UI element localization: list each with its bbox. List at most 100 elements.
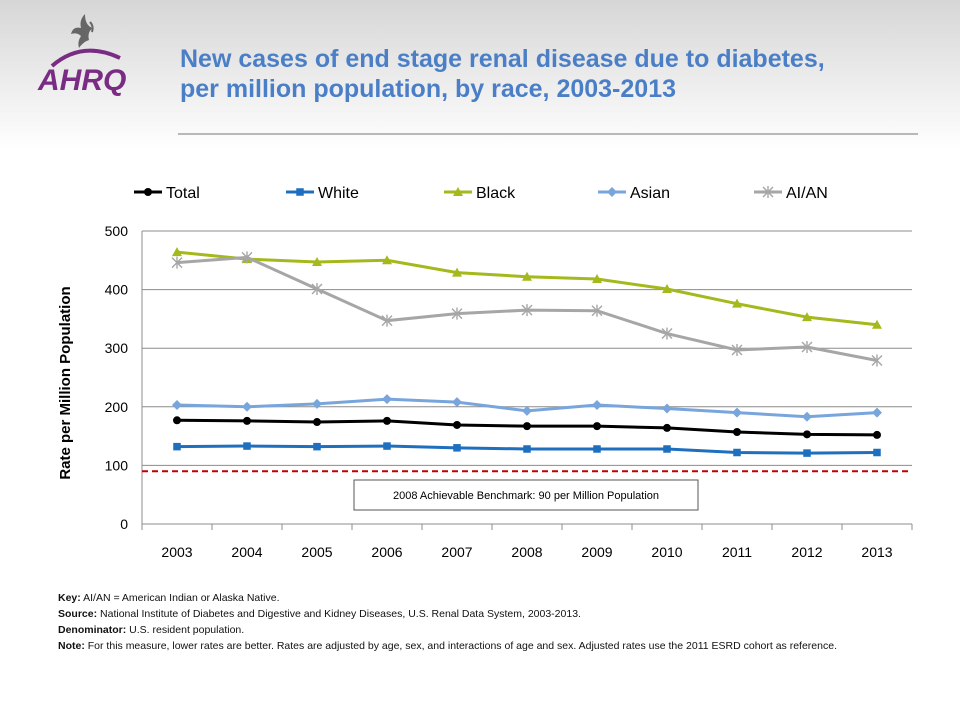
data-point [382, 394, 392, 405]
x-tick-label: 2006 [371, 544, 402, 560]
data-point [592, 274, 602, 284]
data-point [382, 255, 392, 265]
data-point [663, 445, 671, 453]
hhs-eagle-icon: AHRQ [37, 14, 126, 97]
series-white [173, 442, 881, 457]
data-point [593, 422, 601, 431]
data-point [171, 256, 183, 269]
data-point [733, 427, 741, 436]
data-point [173, 442, 181, 451]
y-tick-label: 200 [105, 399, 129, 415]
series-total [173, 416, 881, 439]
y-tick-label: 500 [105, 223, 129, 239]
y-tick-label: 0 [120, 516, 128, 532]
legend-marker [296, 188, 304, 196]
y-tick-label: 400 [105, 282, 129, 298]
x-tick-label: 2003 [161, 544, 192, 560]
legend-item: Total [134, 185, 200, 202]
data-point [452, 397, 462, 408]
data-point [873, 448, 881, 457]
series-group [171, 247, 883, 457]
title-line-2: per million population, by race, 2003-20… [180, 75, 676, 103]
legend-label: Asian [630, 185, 670, 202]
legend-marker [762, 186, 774, 198]
data-point [732, 407, 742, 418]
data-point [662, 284, 672, 294]
data-point [172, 400, 182, 411]
data-point [661, 327, 673, 340]
data-point [453, 444, 461, 452]
legend-item: Black [444, 185, 516, 202]
benchmark-label: 2008 Achievable Benchmark: 90 per Millio… [393, 490, 659, 502]
x-axis-ticks: 2003 2004 2005 2006 2007 2008 2009 2010 2011 2012… [141, 524, 913, 560]
data-point [312, 257, 322, 267]
legend-item: White [286, 185, 359, 202]
data-point [243, 416, 251, 425]
data-point [241, 251, 253, 264]
x-tick-label: 2013 [861, 544, 892, 560]
y-tick-label: 100 [105, 457, 129, 473]
title-divider [178, 133, 918, 135]
data-point [452, 267, 462, 277]
data-point [801, 341, 813, 354]
legend-label: Black [476, 185, 516, 202]
data-point [313, 418, 321, 427]
x-tick-label: 2007 [441, 544, 472, 560]
series-ai-an [171, 251, 883, 367]
y-axis-ticks: 0 100 200 300 400 500 [105, 223, 129, 532]
data-point [592, 400, 602, 411]
ahrq-logo: AHRQ [30, 8, 150, 98]
data-point [243, 442, 251, 450]
data-point [733, 448, 741, 457]
data-point [312, 398, 322, 409]
benchmark-label-box [353, 479, 699, 511]
data-point [521, 304, 533, 317]
data-point [662, 403, 672, 414]
data-point [311, 283, 323, 296]
data-point [522, 271, 532, 281]
data-point [663, 423, 671, 432]
data-point [803, 449, 811, 457]
measure-note: Note: For this measure, lower rates are … [58, 640, 837, 652]
data-point [872, 407, 882, 418]
ahrq-logo-text: AHRQ [37, 64, 126, 97]
benchmark-group: 2008 Achievable Benchmark: 90 per Millio… [142, 470, 912, 511]
legend-label: Total [166, 185, 200, 202]
legend-item: AI/AN [754, 185, 828, 202]
data-point [172, 247, 182, 257]
data-point [453, 420, 461, 429]
legend-item: Asian [598, 185, 670, 202]
x-tick-label: 2008 [511, 544, 542, 560]
x-tick-label: 2011 [722, 544, 752, 560]
data-point [523, 445, 531, 453]
series-asian [172, 394, 882, 422]
legend-marker [607, 187, 617, 197]
data-point [173, 416, 181, 425]
data-point [522, 405, 532, 416]
data-point [383, 416, 391, 425]
data-point [732, 298, 742, 308]
data-point [872, 319, 882, 329]
data-point [593, 445, 601, 453]
data-point [802, 411, 812, 422]
title-line-1: New cases of end stage renal disease due… [180, 45, 825, 73]
y-tick-label: 300 [105, 340, 129, 356]
x-tick-label: 2004 [231, 544, 262, 560]
data-point [451, 307, 463, 320]
data-point [381, 314, 393, 327]
data-point [313, 442, 321, 451]
data-point [873, 430, 881, 439]
legend-marker [144, 188, 152, 196]
legend-marker [453, 187, 463, 196]
data-point [871, 354, 883, 367]
denominator-note: Denominator: U.S. resident population. [58, 624, 245, 636]
gridlines [141, 230, 912, 525]
legend-label: White [318, 185, 359, 202]
data-point [731, 343, 743, 356]
source-note: Source: National Institute of Diabetes a… [58, 608, 581, 620]
data-point [591, 304, 603, 317]
data-point [802, 312, 812, 322]
data-point [523, 422, 531, 431]
key-note: Key: AI/AN = American Indian or Alaska N… [58, 592, 280, 604]
